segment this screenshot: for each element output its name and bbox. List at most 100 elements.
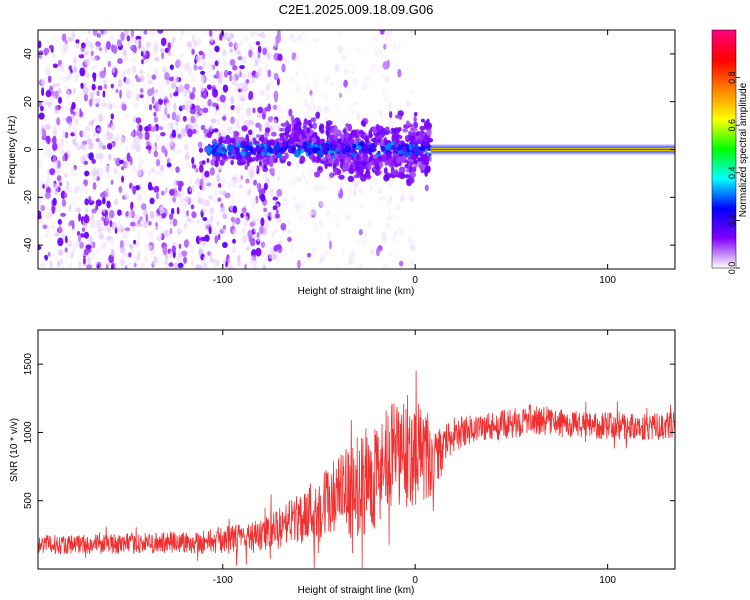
spectrogram-cell	[173, 91, 179, 97]
spectrogram-cell	[401, 192, 404, 197]
spectrogram-cell	[187, 99, 193, 109]
spectrogram-cell	[312, 246, 316, 255]
spectrogram-panel: -100 0 100 -40 -20 0 20 40 Height of straight l…	[7, 29, 676, 297]
spectrogram-cell	[265, 254, 269, 264]
spectrogram-cell	[404, 135, 409, 141]
spectrogram-cell	[38, 100, 42, 107]
spectrogram-cell	[276, 130, 280, 139]
spectrogram-cell	[138, 164, 141, 170]
spectrogram-cell	[110, 263, 114, 269]
spectrogram-cell	[312, 121, 318, 130]
spectrogram-cell	[69, 251, 74, 259]
spectrogram-cell	[143, 30, 148, 35]
spectrogram-cell	[339, 82, 344, 88]
spectrogram-cell	[117, 172, 122, 180]
spectrogram-cell	[276, 209, 279, 215]
spectrogram-cell	[346, 194, 352, 201]
spectrogram-cell	[126, 35, 131, 42]
spectrogram-cell	[164, 229, 170, 238]
spectrogram-cell	[208, 226, 212, 235]
spectrogram-cell	[85, 153, 90, 160]
spectrogram-cell	[236, 117, 242, 122]
spectrogram-cell	[179, 196, 185, 205]
spectrogram-cell	[353, 181, 359, 189]
spectrogram-cell	[123, 56, 128, 62]
spectrogram-cell	[314, 220, 320, 228]
spectrogram-cell	[38, 159, 43, 168]
spectrogram-cell	[408, 177, 415, 184]
spectrogram-cell	[47, 252, 51, 257]
spectrogram-cell	[181, 250, 188, 257]
spectrogram-cell	[57, 88, 62, 94]
spectrogram-cell	[219, 33, 223, 41]
spectrogram-cell	[92, 30, 98, 37]
spectrogram-cell	[324, 163, 328, 170]
spectrogram-cell	[136, 77, 142, 83]
spectrogram-cell	[263, 63, 269, 70]
spectrogram-cell	[375, 123, 380, 132]
spectrogram-cell	[154, 212, 159, 218]
spectrogram-cell	[288, 137, 295, 144]
spectrogram-cell	[217, 197, 222, 202]
spectrogram-cell	[301, 134, 306, 139]
spectrogram-cell	[388, 102, 392, 107]
spectrogram-cell	[206, 132, 212, 138]
snr-series-line	[38, 370, 675, 569]
spectrogram-cell	[137, 231, 141, 240]
spectrogram-cell	[59, 63, 65, 73]
spectrogram-cell	[411, 153, 416, 160]
spectrogram-cell	[276, 256, 280, 264]
spectrogram-cell	[168, 188, 175, 196]
spectrogram-cell	[272, 205, 278, 211]
spectrogram-cell	[347, 175, 355, 183]
spectrogram-cell	[415, 149, 420, 156]
spectrogram-cell	[116, 222, 122, 230]
spectrogram-cell	[175, 58, 182, 68]
spectrogram-cell	[83, 93, 89, 102]
spectrogram-cell	[105, 187, 110, 197]
spectrogram-cell	[263, 160, 268, 165]
spectrogram-cell	[358, 229, 362, 236]
spectrogram-cell	[73, 57, 77, 65]
spectrogram-cell	[233, 130, 239, 135]
spectrogram-cell	[145, 145, 152, 150]
spectrogram-cell	[180, 70, 184, 79]
spectrogram-cell	[55, 37, 60, 46]
spectrogram-cell	[184, 144, 189, 152]
spectrogram-cell	[334, 64, 340, 73]
spectrogram-cell	[184, 100, 188, 109]
spectrogram-cell	[178, 250, 182, 259]
spectrogram-cell	[392, 132, 397, 140]
spectrogram-cell	[291, 177, 296, 187]
spectrogram-cell	[409, 137, 413, 142]
spectrogram-cell	[129, 221, 136, 227]
spectrogram-cell	[302, 141, 307, 150]
spectrogram-cell	[200, 84, 205, 92]
spectrogram-cell	[94, 262, 99, 267]
spectrogram-cell	[146, 41, 150, 51]
spectrogram-cell	[124, 262, 131, 267]
spectrogram-cell	[285, 228, 292, 235]
spectrogram-cell	[232, 228, 236, 235]
spectrogram-cell	[230, 160, 234, 165]
spectrogram-cell	[127, 42, 131, 50]
spectrogram-cell	[113, 157, 118, 162]
spectrogram-cell	[183, 256, 188, 264]
spectrogram-cell	[247, 70, 253, 80]
spectrogram-cell	[56, 142, 62, 149]
spectrogram-cell	[264, 170, 268, 179]
spectrogram-cell	[252, 147, 256, 153]
spectrogram-cell	[207, 63, 213, 68]
spectrogram-cell	[127, 209, 133, 219]
spectrogram-cell	[144, 126, 150, 132]
spectrogram-cell	[130, 80, 134, 89]
spectrogram-cell	[149, 197, 155, 205]
spectrogram-cell	[414, 111, 418, 117]
snr-x-label: Height of straight line (km)	[298, 585, 415, 596]
spectrogram-cell	[363, 232, 368, 238]
spectrogram-cell	[351, 152, 356, 158]
spectrogram-cell	[40, 262, 46, 268]
spectrogram-cell	[57, 218, 62, 225]
spectrogram-cell	[61, 33, 67, 42]
